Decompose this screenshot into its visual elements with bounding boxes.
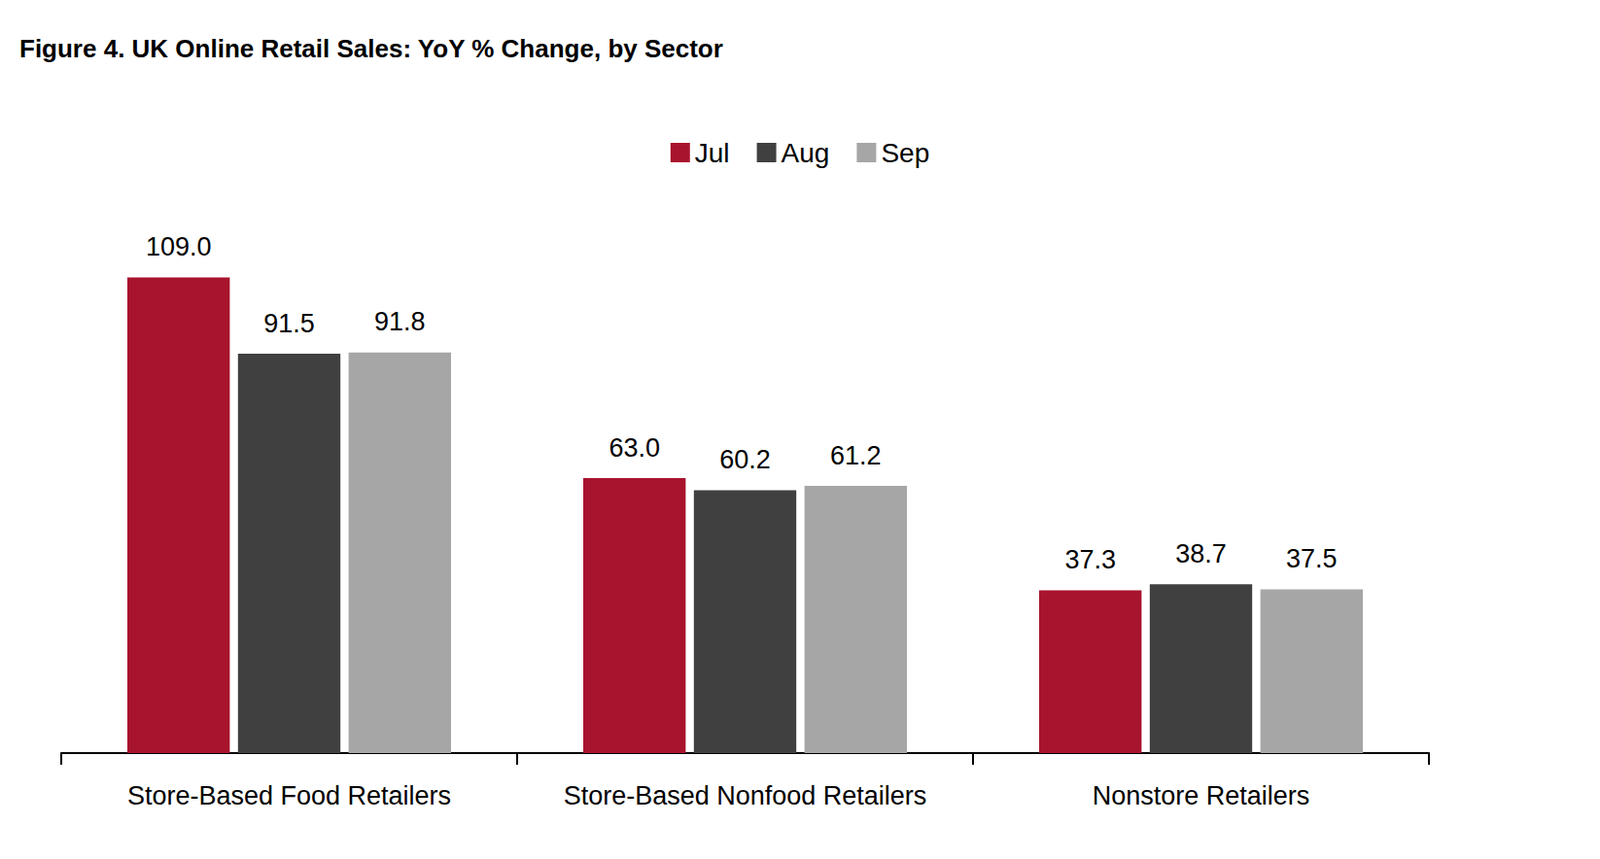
svg-text:63.0: 63.0 bbox=[608, 433, 661, 463]
svg-text:37.3: 37.3 bbox=[1064, 545, 1116, 575]
svg-text:91.5: 91.5 bbox=[263, 309, 315, 339]
svg-text:60.2: 60.2 bbox=[719, 445, 771, 475]
svg-text:91.8: 91.8 bbox=[374, 307, 426, 337]
svg-text:Sep: Sep bbox=[880, 138, 930, 169]
svg-text:Aug: Aug bbox=[781, 138, 831, 169]
svg-text:Store-Based Nonfood Retailers: Store-Based Nonfood Retailers bbox=[563, 781, 928, 811]
svg-text:Nonstore Retailers: Nonstore Retailers bbox=[1092, 781, 1311, 811]
svg-text:37.5: 37.5 bbox=[1286, 544, 1338, 574]
svg-text:61.2: 61.2 bbox=[830, 441, 882, 471]
svg-text:109.0: 109.0 bbox=[145, 232, 212, 262]
svg-text:Jul: Jul bbox=[695, 138, 731, 169]
svg-text:Store-Based Food Retailers: Store-Based Food Retailers bbox=[127, 781, 452, 811]
svg-text:38.7: 38.7 bbox=[1175, 539, 1227, 569]
svg-text:Figure 4. UK Online Retail Sal: Figure 4. UK Online Retail Sales: YoY % … bbox=[19, 34, 724, 64]
